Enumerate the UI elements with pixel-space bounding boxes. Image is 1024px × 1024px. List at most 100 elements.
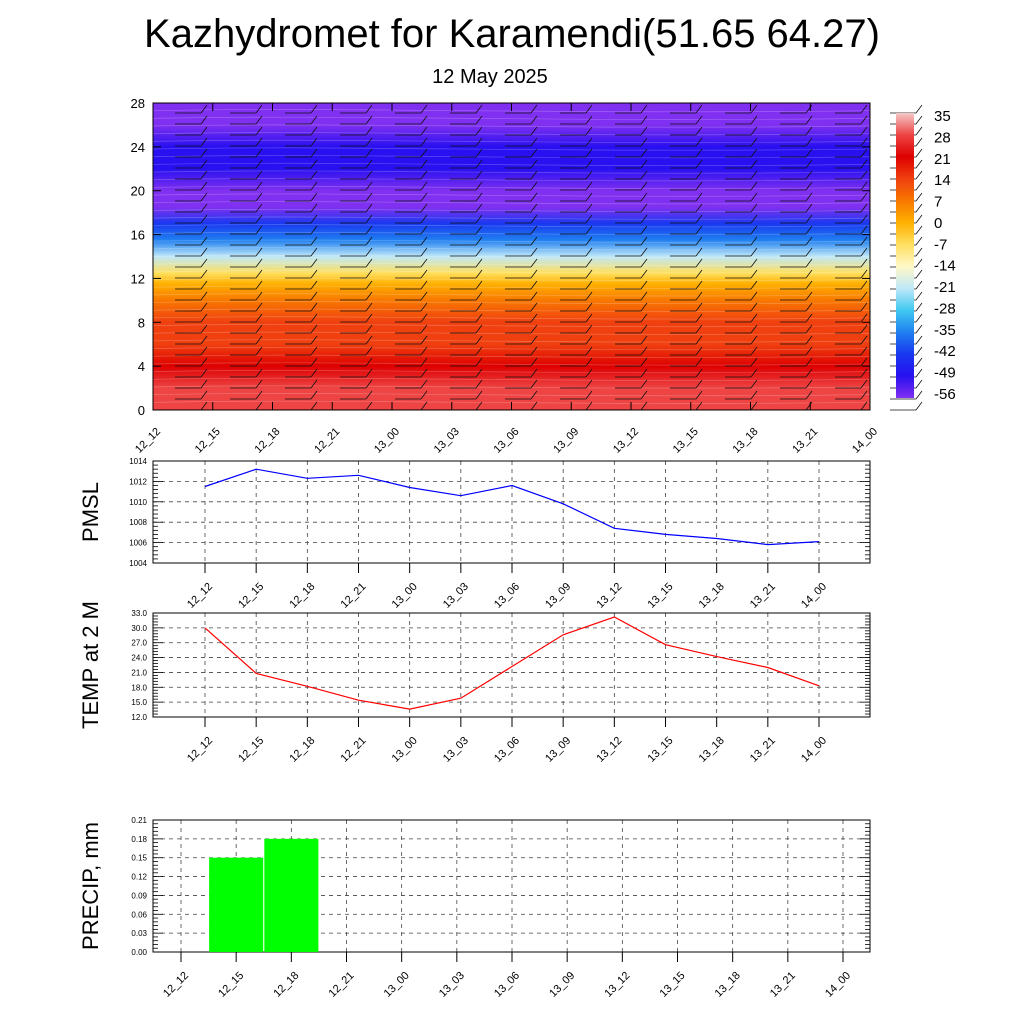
x-tick-label: 13_09: [551, 426, 581, 456]
y-tick-label: 20: [131, 184, 145, 199]
y-tick-label: 15.0: [131, 698, 147, 707]
y-tick-label: 18.0: [131, 683, 147, 692]
y-tick-label: 16: [131, 228, 145, 243]
precip-bar: [209, 857, 264, 952]
colorbar-label: -49: [934, 365, 956, 382]
x-tick-label: 12_18: [253, 426, 283, 456]
colorbar-label: -7: [934, 236, 947, 253]
colorbar-label: 0: [934, 215, 942, 232]
x-tick-label: 14_00: [799, 735, 829, 765]
colorbar-label: -42: [934, 343, 956, 360]
chart-subtitle: 12 May 2025: [432, 66, 548, 88]
x-tick-label: 13_21: [790, 426, 820, 456]
y-tick-label: 0.03: [131, 929, 147, 938]
y-tick-label: 21.0: [131, 668, 147, 677]
x-tick-label: 12_12: [161, 970, 191, 1000]
y-tick-label: 0.06: [131, 910, 147, 919]
panel-frame: [152, 460, 871, 564]
x-tick-label: 12_18: [271, 970, 301, 1000]
precipitation-panel: 0.00 0.03 0.06 0.09 0.12 0.15 0.18 0.21 12_12 12_…: [78, 816, 871, 1000]
x-tick-label: 12_15: [236, 581, 266, 611]
x-tick-label: 14_00: [823, 970, 853, 1000]
colorbar-label: -14: [934, 258, 956, 275]
y-tick-label: 1010: [129, 498, 147, 507]
x-tick-label: 13_00: [382, 970, 412, 1000]
y-tick-label: 1014: [129, 457, 147, 466]
heatmap-field: [153, 103, 870, 410]
x-tick-label: 13_09: [547, 970, 577, 1000]
x-tick-label: 13_12: [594, 735, 624, 765]
y-tick-label: 12.0: [131, 713, 147, 722]
x-tick-label: 12_15: [236, 735, 266, 765]
pmsl-panel: 1004 1006 1008 1010 1012 1014 12_12 12_15 12_18 1…: [78, 457, 871, 611]
wind-barbs: [175, 104, 923, 411]
y-tick-label: 24: [131, 140, 145, 155]
colorbar-label: 14: [934, 172, 951, 189]
x-tick-label: 12_15: [193, 426, 223, 456]
cross-section-panel: 0 4 8 12 16 20 24 28 12_12 12_15 12_18 12_21 13_00 13…: [131, 96, 923, 456]
colorbar-label: 21: [934, 151, 951, 168]
y-tick-label: 12: [131, 271, 145, 286]
x-tick-label: 13_15: [646, 735, 676, 765]
x-tick-label: 13_21: [768, 970, 798, 1000]
y-axis-title: TEMP at 2 M: [78, 601, 103, 729]
x-tick-label: 13_06: [492, 970, 522, 1000]
x-tick-label: 12_18: [287, 735, 317, 765]
y-tick-label: 24.0: [131, 654, 147, 663]
x-tick-label: 13_03: [437, 970, 467, 1000]
x-tick-label: 13_03: [441, 735, 471, 765]
y-tick-label: 30.0: [131, 624, 147, 633]
x-tick-label: 13_18: [697, 735, 727, 765]
y-tick-label: 0.12: [131, 873, 147, 882]
x-tick-label: 12_21: [312, 426, 342, 456]
y-tick-label: 1008: [129, 518, 147, 527]
x-tick-label: 14_00: [799, 581, 829, 611]
y-tick-label: 1012: [129, 477, 147, 486]
x-tick-label: 13_15: [658, 970, 688, 1000]
y-tick-label: 1004: [129, 559, 147, 568]
x-tick-label: 13_12: [611, 426, 641, 456]
y-tick-label: 28: [131, 96, 145, 111]
x-tick-label: 12_12: [185, 735, 215, 765]
x-tick-label: 13_00: [390, 581, 420, 611]
y-tick-label: 33.0: [131, 609, 147, 618]
colorbar-label: 28: [934, 129, 951, 146]
panel-frame: [152, 612, 871, 718]
x-tick-label: 13_09: [543, 735, 573, 765]
x-tick-label: 12_12: [133, 426, 163, 456]
y-tick-label: 1006: [129, 539, 147, 548]
x-tick-label: 12_21: [339, 735, 369, 765]
x-tick-label: 13_21: [748, 581, 778, 611]
colorbar-label: 7: [934, 194, 942, 211]
y-tick-label: 0.15: [131, 854, 147, 863]
x-tick-label: 13_03: [441, 581, 471, 611]
x-tick-label: 13_12: [594, 581, 624, 611]
y-tick-label: 0.09: [131, 891, 147, 900]
y-tick-label: 27.0: [131, 639, 147, 648]
colorbar-strip: [896, 113, 914, 398]
x-tick-label: 12_15: [216, 970, 246, 1000]
x-tick-label: 13_12: [602, 970, 632, 1000]
colorbar: 35 28 21 14 7 0 -7 -14 -21 -28 -35 -42 -49 -56: [896, 108, 956, 403]
x-tick-label: 14_00: [850, 426, 880, 456]
x-tick-label: 13_00: [390, 735, 420, 765]
x-tick-label: 13_09: [543, 581, 573, 611]
x-tick-label: 12_21: [339, 581, 369, 611]
y-axis-title: PRECIP, mm: [78, 822, 103, 950]
x-tick-label: 13_06: [492, 426, 522, 456]
x-tick-label: 13_15: [671, 426, 701, 456]
colorbar-label: -35: [934, 322, 956, 339]
y-tick-label: 0: [138, 403, 145, 418]
x-tick-label: 12_12: [185, 581, 215, 611]
y-tick-label: 8: [138, 315, 145, 330]
x-tick-label: 13_18: [697, 581, 727, 611]
x-tick-label: 13_18: [713, 970, 743, 1000]
x-tick-label: 13_06: [492, 581, 522, 611]
x-tick-label: 13_06: [492, 735, 522, 765]
temperature-panel: 12.0 15.0 18.0 21.0 24.0 27.0 30.0 33.0 12_12 12_…: [78, 601, 871, 765]
y-tick-label: 0.00: [131, 948, 147, 957]
x-tick-label: 12_18: [287, 581, 317, 611]
y-axis-title: PMSL: [78, 482, 103, 542]
y-tick-label: 0.21: [131, 816, 147, 825]
